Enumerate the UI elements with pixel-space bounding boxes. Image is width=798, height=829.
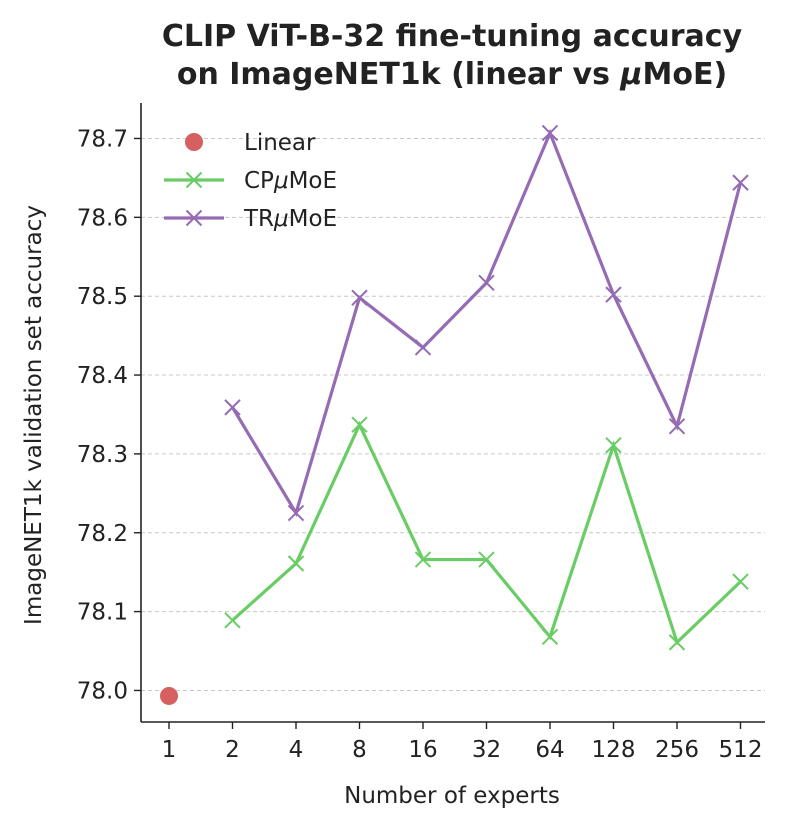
data-point-cp-moe [351,416,368,433]
data-point-tr-moe [541,124,559,142]
data-point-cp-moe [732,573,749,590]
x-tick-label: 256 [655,737,699,763]
x-tick-label: 4 [289,737,304,763]
y-tick-label: 78.6 [77,205,128,231]
legend-label-cp-moe: CPμMoE [244,168,337,194]
legend-marker-tr-moe [185,209,203,227]
data-point-cp-moe [605,437,622,454]
data-point-tr-moe [287,504,305,522]
x-tick-label: 1 [162,737,177,763]
y-axis-label: ImageNET1k validation set accuracy [21,205,47,625]
data-point-cp-moe [287,555,305,572]
data-point-cp-moe [478,551,495,568]
y-tick-label: 78.3 [77,442,128,468]
legend-marker-linear [185,133,203,151]
legend-label-linear: Linear [244,130,316,156]
data-point-tr-moe [668,418,686,435]
x-tick-label: 32 [472,737,501,763]
chart-title-line1: CLIP ViT-B-32 fine-tuning accuracy [162,19,743,54]
x-tick-label: 512 [719,737,763,763]
data-point-cp-moe [224,612,241,629]
data-point-cp-moe [541,628,559,646]
x-axis-ticks: 1 2 4 8 16 32 64 128 256 512 [162,722,763,763]
x-tick-label: 16 [408,737,437,763]
y-tick-label: 78.0 [77,678,128,704]
y-tick-label: 78.4 [77,363,128,389]
series-line-cp-moe [231,420,742,646]
chart-title-line2: on ImageNET1k (linear vs μMoE) [177,57,727,92]
y-tick-label: 78.5 [77,284,128,310]
data-point-cp-moe [668,634,686,651]
y-tick-label: 78.7 [77,126,128,152]
y-tick-label: 78.1 [77,600,128,626]
x-tick-label: 8 [352,737,367,763]
x-axis-label: Number of experts [344,783,560,809]
data-point-linear [160,686,178,705]
data-point-tr-moe [732,174,749,191]
y-tick-label: 78.2 [77,521,128,547]
data-point-tr-moe [224,399,241,416]
data-point-cp-moe [414,551,432,568]
data-point-tr-moe [351,289,368,306]
legend-label-tr-moe: TRμMoE [243,206,337,232]
legend-marker-cp-moe [185,171,203,189]
grid-lines [141,137,765,691]
data-point-tr-moe [478,274,495,291]
x-tick-label: 128 [592,737,636,763]
x-tick-label: 2 [225,737,240,763]
series-layer [160,124,749,705]
legend: Linear CPμMoE TRμMoE [164,130,337,232]
data-point-tr-moe [605,286,622,303]
x-tick-label: 64 [535,737,564,763]
data-point-tr-moe [414,339,432,356]
axes-spines [140,103,765,723]
y-axis-ticks: 78.0 78.1 78.2 78.3 78.4 78.5 78.6 78.7 [77,126,141,704]
